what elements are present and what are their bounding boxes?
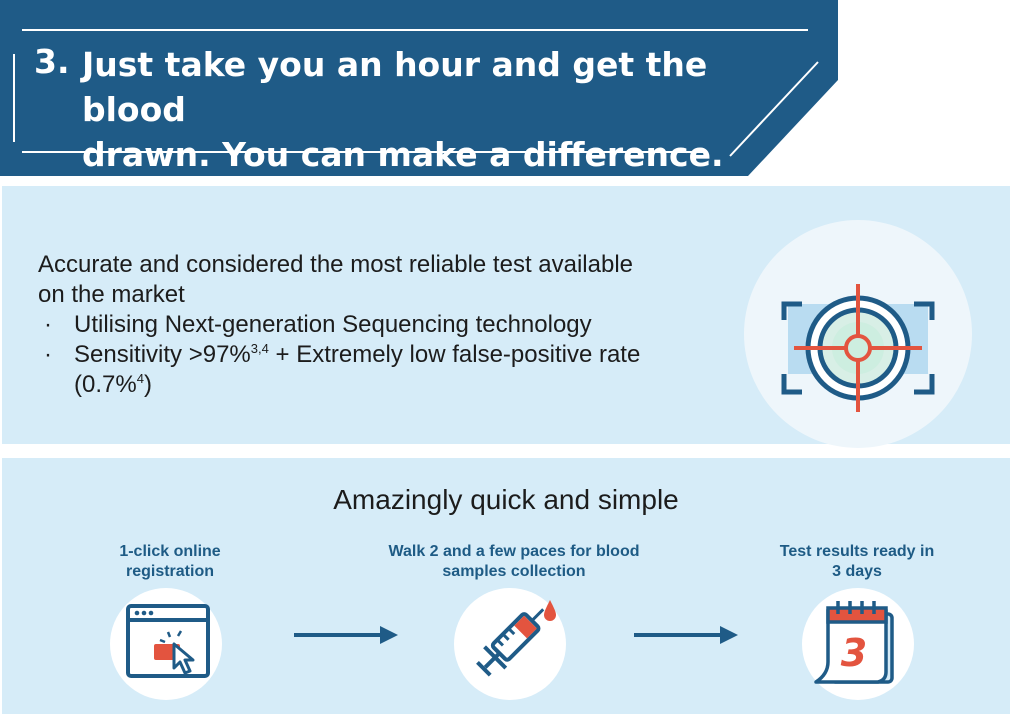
- process-title: Amazingly quick and simple: [333, 484, 679, 515]
- step-2-label-line2: samples collection: [442, 563, 586, 580]
- header-banner: 3. Just take you an hour and get the blo…: [0, 0, 840, 176]
- target-icon: [744, 220, 972, 448]
- step-1-label-line1: 1-click online: [119, 543, 221, 560]
- browser-click-icon: [110, 588, 222, 700]
- step-2-label: Walk 2 and a few paces for blood samples…: [354, 542, 674, 582]
- bullet-sensitivity-text: Sensitivity >97%: [74, 341, 251, 368]
- step-number: 3.: [34, 42, 70, 81]
- accuracy-panel: Accurate and considered the most reliabl…: [2, 186, 1010, 448]
- banner-shape: [0, 0, 838, 176]
- bullet-sensitivity-rest: + Extremely low false-positive rate (0.7…: [74, 341, 641, 398]
- step-3-label-line2: 3 days: [832, 563, 882, 580]
- syringe-icon: [454, 588, 566, 700]
- footnote-ref: 3,4: [250, 341, 269, 356]
- title-line-2: drawn. You can make a difference.: [82, 135, 724, 174]
- step-3-label: Test results ready in 3 days: [752, 542, 962, 582]
- bullet-ngs-text: Utilising Next-generation Sequencing tec…: [74, 311, 592, 338]
- step-2-label-line1: Walk 2 and a few paces for blood: [388, 543, 640, 560]
- page-title: Just take you an hour and get the blood …: [82, 42, 802, 177]
- process-panel: Amazingly quick and simple 1-click onlin…: [2, 458, 1010, 714]
- bullet-sensitivity-end: ): [143, 371, 152, 398]
- accuracy-bullets: · Utilising Next-generation Sequencing t…: [38, 310, 698, 400]
- bullet-dot: ·: [44, 341, 52, 368]
- step-3-label-line1: Test results ready in: [779, 543, 935, 560]
- accuracy-lead: Accurate and considered the most reliabl…: [38, 251, 634, 308]
- title-line-1: Just take you an hour and get the blood: [82, 45, 708, 129]
- arrow-right-icon: [294, 626, 398, 644]
- bullet-sensitivity: · Sensitivity >97%3,4 + Extremely low fa…: [38, 340, 698, 400]
- footnote-ref: 4: [136, 371, 144, 386]
- bullet-dot: ·: [44, 311, 52, 338]
- bullet-ngs: · Utilising Next-generation Sequencing t…: [38, 310, 698, 340]
- calendar-icon: 3: [802, 588, 914, 700]
- arrow-right-icon: [634, 626, 738, 644]
- step-1-label: 1-click online registration: [70, 542, 270, 582]
- step-1-label-line2: registration: [125, 563, 214, 580]
- calendar-number: 3: [841, 631, 867, 675]
